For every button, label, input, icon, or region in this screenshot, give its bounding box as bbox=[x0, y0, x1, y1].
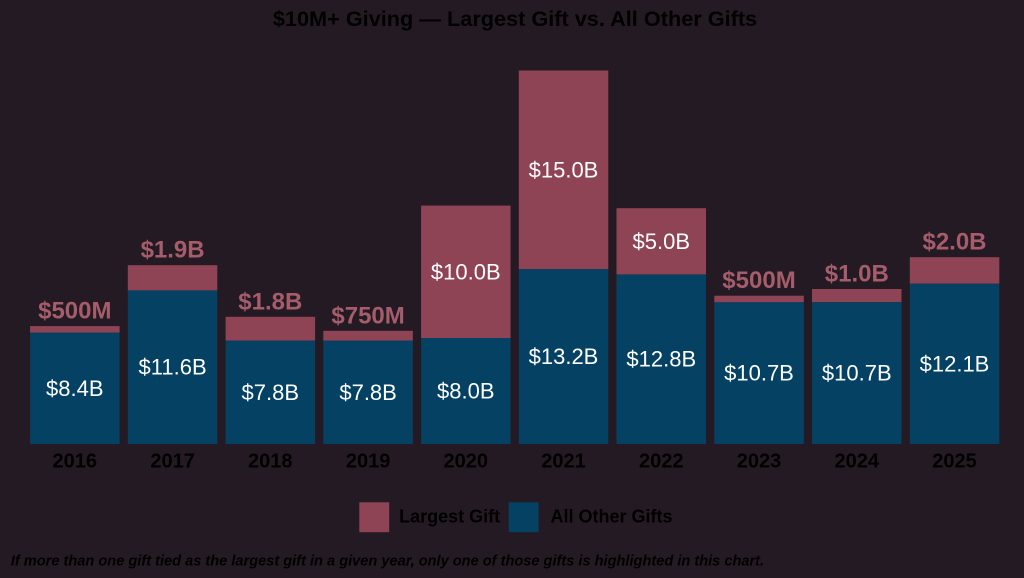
svg-text:$11.6B: $11.6B bbox=[139, 355, 207, 380]
svg-text:2021: 2021 bbox=[541, 450, 586, 472]
svg-text:$500M: $500M bbox=[722, 267, 795, 294]
svg-text:2024: 2024 bbox=[835, 450, 880, 472]
svg-text:$10.7B: $10.7B bbox=[822, 361, 892, 386]
svg-text:$7.8B: $7.8B bbox=[242, 380, 300, 405]
svg-text:$12.1B: $12.1B bbox=[920, 351, 990, 376]
svg-text:2025: 2025 bbox=[932, 450, 977, 472]
svg-text:$10.0B: $10.0B bbox=[431, 259, 501, 284]
svg-text:2020: 2020 bbox=[444, 450, 489, 472]
svg-text:$10.7B: $10.7B bbox=[724, 361, 794, 386]
svg-text:2019: 2019 bbox=[346, 450, 391, 472]
svg-text:$1.0B: $1.0B bbox=[825, 261, 889, 288]
svg-text:2023: 2023 bbox=[737, 450, 782, 472]
svg-text:$2.0B: $2.0B bbox=[922, 229, 986, 256]
svg-text:$15.0B: $15.0B bbox=[529, 157, 599, 182]
svg-text:$5.0B: $5.0B bbox=[633, 229, 691, 254]
svg-text:2016: 2016 bbox=[53, 450, 98, 472]
svg-text:All Other Gifts: All Other Gifts bbox=[551, 507, 673, 527]
svg-text:$13.2B: $13.2B bbox=[529, 344, 599, 369]
svg-text:2017: 2017 bbox=[150, 450, 195, 472]
svg-text:Largest Gift: Largest Gift bbox=[399, 507, 500, 527]
svg-text:$1.9B: $1.9B bbox=[141, 237, 205, 264]
svg-text:$10M+ Giving — Largest Gift vs: $10M+ Giving — Largest Gift vs. All Othe… bbox=[273, 6, 757, 31]
svg-text:$500M: $500M bbox=[38, 298, 111, 325]
svg-text:$8.4B: $8.4B bbox=[46, 376, 104, 401]
svg-text:$12.8B: $12.8B bbox=[626, 347, 696, 372]
svg-text:$750M: $750M bbox=[331, 302, 404, 329]
svg-text:$8.0B: $8.0B bbox=[437, 379, 495, 404]
svg-text:$7.8B: $7.8B bbox=[339, 380, 397, 405]
svg-text:2018: 2018 bbox=[248, 450, 293, 472]
svg-text:If more than one gift tied as: If more than one gift tied as the larges… bbox=[11, 554, 764, 570]
svg-text:2022: 2022 bbox=[639, 450, 684, 472]
svg-text:$1.8B: $1.8B bbox=[238, 288, 302, 315]
